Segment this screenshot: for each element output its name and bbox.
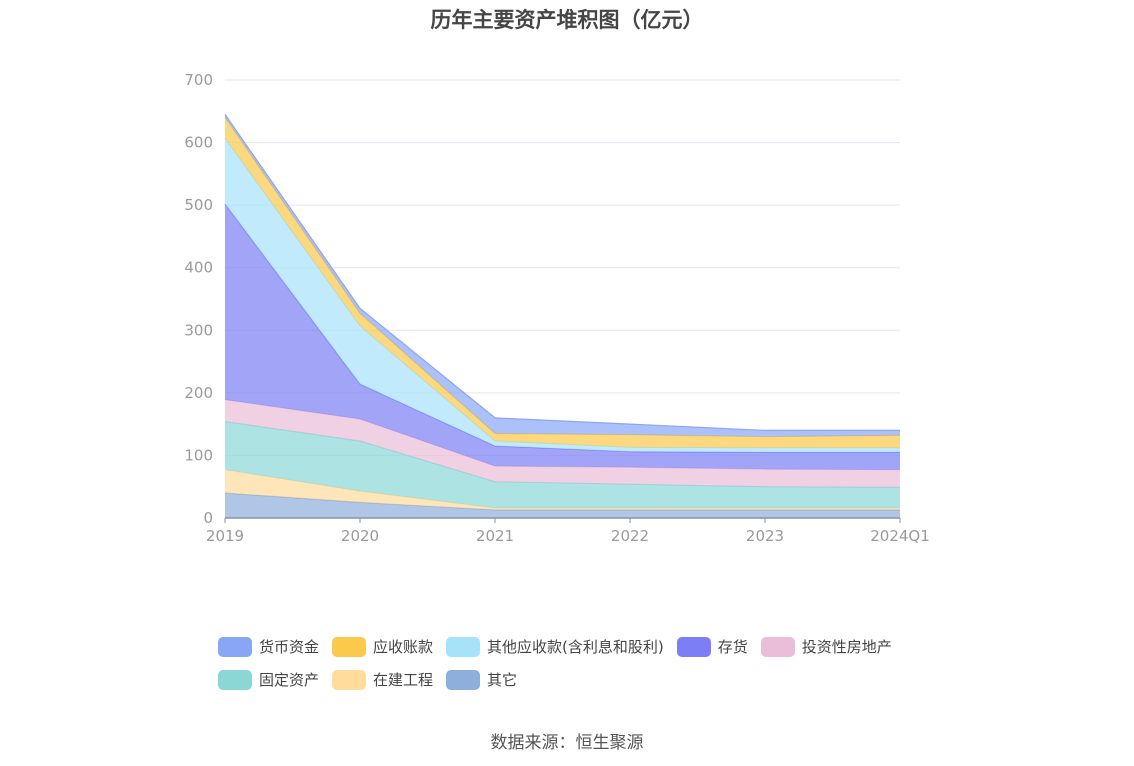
x-tick-label: 2024Q1 bbox=[870, 527, 930, 545]
legend-label: 应收账款 bbox=[373, 638, 434, 656]
legend-swatch bbox=[676, 636, 711, 657]
legend-item[interactable]: 投资性房地产 bbox=[760, 636, 892, 657]
y-tick-label: 500 bbox=[184, 196, 213, 214]
legend-label: 在建工程 bbox=[373, 671, 434, 689]
legend-item[interactable]: 货币资金 bbox=[218, 636, 319, 657]
legend-label: 货币资金 bbox=[259, 638, 320, 656]
legend-item[interactable]: 固定资产 bbox=[218, 669, 319, 690]
area-series-4 bbox=[225, 203, 900, 470]
legend-label: 其它 bbox=[487, 671, 518, 689]
legend-swatch bbox=[760, 636, 795, 657]
y-tick-label: 100 bbox=[184, 446, 213, 464]
x-tick-label: 2019 bbox=[206, 527, 244, 545]
legend-swatch bbox=[446, 669, 481, 690]
area-series-1 bbox=[225, 469, 900, 510]
y-tick-label: 600 bbox=[184, 134, 213, 152]
data-source: 数据来源：恒生聚源 bbox=[490, 733, 644, 753]
legend-swatch bbox=[446, 636, 481, 657]
area-series-7-line bbox=[224, 114, 900, 431]
legend-item[interactable]: 在建工程 bbox=[332, 669, 433, 690]
legend-label: 投资性房地产 bbox=[801, 638, 892, 656]
area-series-3 bbox=[225, 399, 900, 488]
legend-row: 固定资产 在建工程 其它 bbox=[218, 663, 938, 696]
legend-label: 固定资产 bbox=[259, 671, 320, 689]
legend-item[interactable]: 应收账款 bbox=[332, 636, 433, 657]
x-tick-label: 2023 bbox=[746, 527, 784, 545]
legend-swatch bbox=[218, 636, 252, 657]
legend: 货币资金 应收账款 其他应收款(含利息和股利) 存货 投资性房地产固定资产 在建工程 其它 bbox=[218, 630, 938, 696]
legend-item[interactable]: 其他应收款(含利息和股利) bbox=[446, 636, 664, 657]
y-tick-label: 200 bbox=[184, 384, 213, 402]
legend-row: 货币资金 应收账款 其他应收款(含利息和股利) 存货 投资性房地产 bbox=[218, 630, 938, 663]
chart-title: 历年主要资产堆积图（亿元） bbox=[430, 8, 704, 32]
y-tick-label: 300 bbox=[184, 321, 213, 339]
legend-item[interactable]: 其它 bbox=[446, 669, 517, 690]
legend-item[interactable]: 存货 bbox=[676, 636, 748, 657]
area-series bbox=[224, 114, 901, 518]
legend-swatch bbox=[332, 636, 367, 657]
area-series-0 bbox=[225, 493, 900, 518]
legend-label: 其他应收款(含利息和股利) bbox=[487, 638, 664, 656]
x-tick-label: 2021 bbox=[476, 527, 514, 545]
y-tick-label: 0 bbox=[203, 509, 213, 527]
x-tick-label: 2022 bbox=[611, 527, 649, 545]
legend-swatch bbox=[218, 669, 252, 690]
area-series-5 bbox=[225, 138, 900, 453]
y-tick-label: 400 bbox=[184, 259, 213, 277]
legend-label: 存货 bbox=[717, 638, 748, 656]
axes: 0 100 200 300 400 500 600 700 2019 2020 2021 2022 20… bbox=[184, 71, 929, 545]
y-tick-label: 700 bbox=[184, 71, 213, 89]
x-tick-label: 2020 bbox=[341, 527, 379, 545]
legend-swatch bbox=[332, 669, 367, 690]
